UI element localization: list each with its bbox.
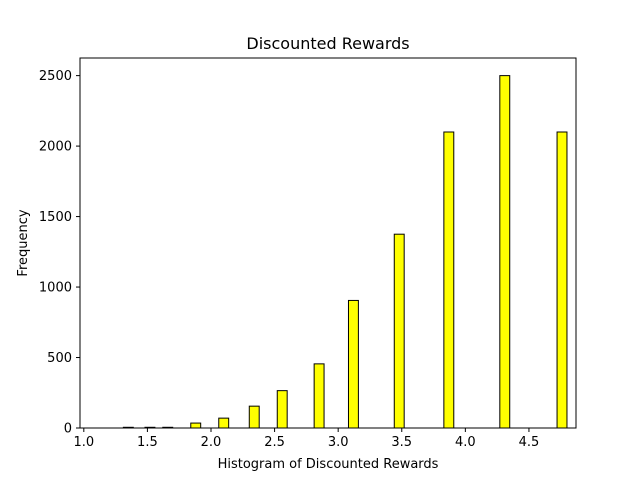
y-tick-label: 1000 xyxy=(39,281,72,296)
x-tick-label: 2.0 xyxy=(201,435,222,450)
histogram-bar-10 xyxy=(443,131,455,429)
chart-title: Discounted Rewards xyxy=(246,34,409,53)
y-tick-label: 2500 xyxy=(39,69,72,84)
y-axis: 0 500 1000 1500 2000 2500 xyxy=(39,69,80,437)
y-tick-label: 0 xyxy=(64,422,72,437)
x-tick-label: 4.0 xyxy=(455,435,476,450)
x-axis-label: Histogram of Discounted Rewards xyxy=(218,457,439,472)
x-tick-label: 2.5 xyxy=(264,435,285,450)
histogram-bar-11 xyxy=(499,75,511,429)
histogram-bar-4 xyxy=(218,417,230,429)
histogram-bar-7 xyxy=(313,363,325,429)
y-tick-label: 1500 xyxy=(39,210,72,225)
x-tick-label: 4.5 xyxy=(519,435,540,450)
plot-area-frame xyxy=(79,57,577,429)
histogram-bar-12 xyxy=(556,131,568,429)
x-tick-label: 1.5 xyxy=(137,435,158,450)
x-axis: 1.0 1.5 2.0 2.5 3.0 3.5 4.0 4.5 xyxy=(73,428,539,450)
histogram-bar-6 xyxy=(276,390,288,429)
y-tick-label: 500 xyxy=(47,351,72,366)
histogram-bar-3 xyxy=(190,422,202,429)
histogram-bar-9 xyxy=(393,233,405,429)
histogram-bar-8 xyxy=(347,299,359,429)
x-tick-label: 1.0 xyxy=(73,435,94,450)
x-tick-label: 3.0 xyxy=(328,435,349,450)
y-axis-label: Frequency xyxy=(16,209,31,276)
y-tick-label: 2000 xyxy=(39,140,72,155)
x-tick-label: 3.5 xyxy=(391,435,412,450)
histogram-bar-5 xyxy=(248,405,260,429)
bars-group xyxy=(122,75,568,429)
